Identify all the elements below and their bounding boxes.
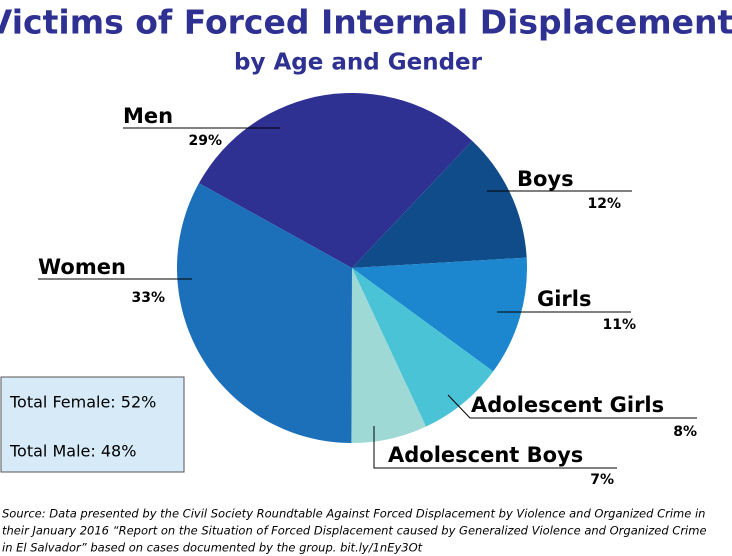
slice-name: Men	[123, 104, 173, 128]
pie-slice	[177, 183, 352, 443]
pie-slice	[352, 140, 527, 268]
source-line: their January 2016 “Report on the Situat…	[2, 524, 707, 538]
slice-name: Girls	[537, 287, 592, 311]
pie-slice	[352, 268, 494, 427]
slice-value: 8%	[673, 424, 697, 440]
slice-value: 33%	[131, 290, 165, 306]
slice-name: Women	[38, 255, 126, 279]
slice-value: 29%	[188, 133, 222, 149]
chart-title: Victims of Forced Internal Displacement	[0, 3, 732, 42]
pie-slice	[198, 92, 473, 269]
leader-line	[373, 426, 617, 469]
slice-name: Adolescent Girls	[471, 393, 664, 417]
slice-value: 11%	[602, 317, 636, 333]
pie-slice	[351, 268, 426, 443]
pie	[177, 92, 527, 443]
labels: Men 29% Boys 12% Girls 11% Adolescent Girls 8% A…	[38, 104, 697, 488]
source-line: Source: Data presented by the Civil Soci…	[2, 507, 705, 521]
source-line: in El Salvador” based on cases documente…	[2, 541, 423, 555]
slice-name: Adolescent Boys	[388, 443, 583, 467]
slice-value: 12%	[587, 196, 621, 212]
slice-name: Boys	[517, 167, 574, 191]
chart-subtitle: by Age and Gender	[234, 50, 483, 76]
slice-value: 7%	[590, 472, 614, 488]
summary-box	[0, 376, 185, 473]
summary-male: Total Male: 48%	[9, 442, 136, 461]
pie-slice	[352, 257, 527, 372]
summary-female: Total Female: 52%	[9, 393, 156, 412]
leader-line	[447, 394, 697, 419]
